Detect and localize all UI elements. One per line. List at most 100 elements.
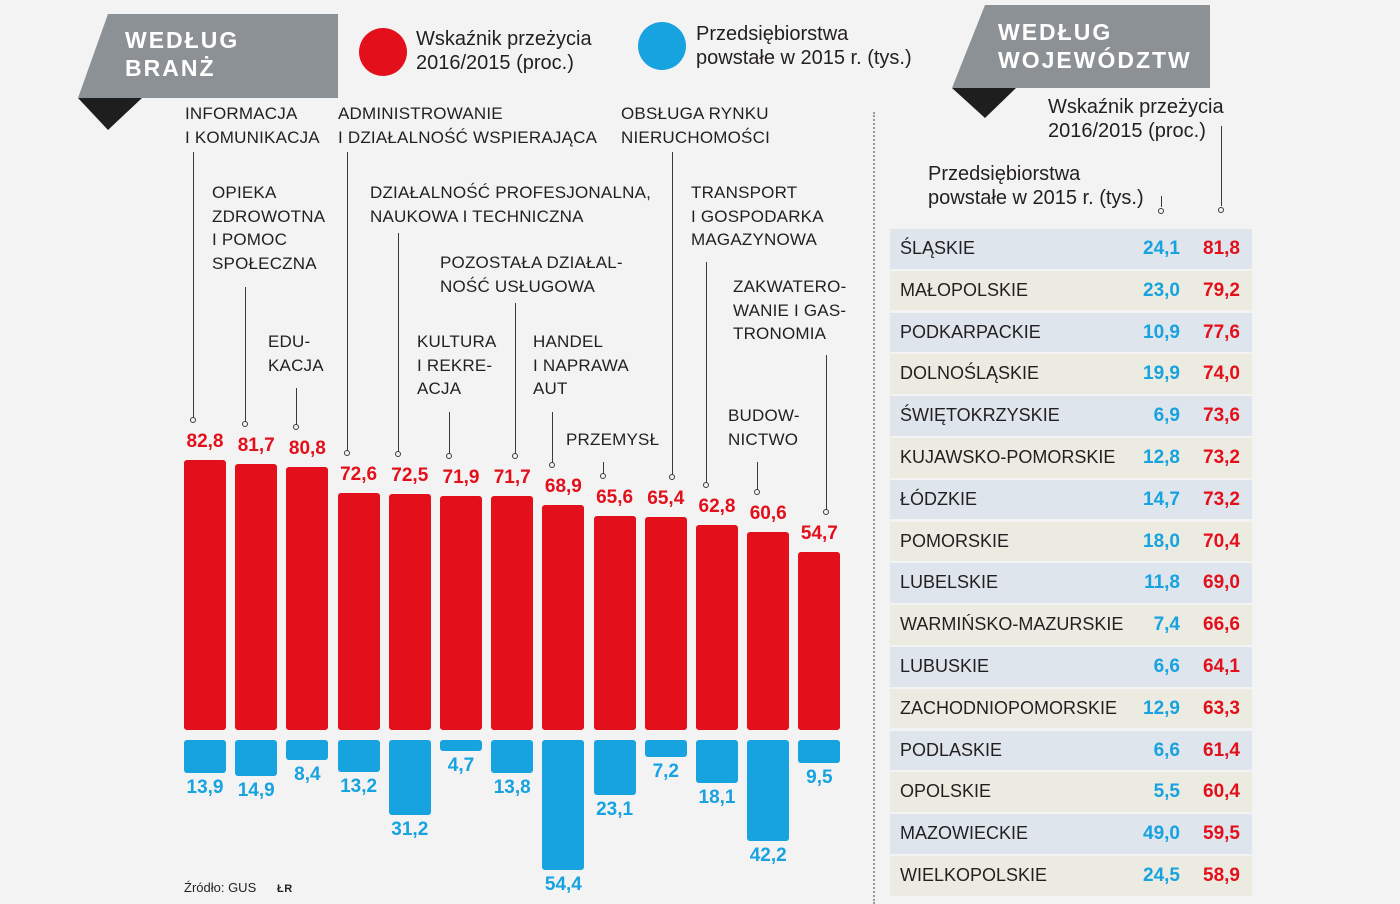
industry-banner-shape [78,14,338,98]
table-row: MAZOWIECKIE 49,0 59,5 [890,814,1252,854]
leader-line [398,233,399,454]
bar-new-firms [542,740,585,871]
region-survival-value: 77,6 [1203,321,1240,343]
leader-dot [823,508,829,515]
region-new-firms-value: 49,0 [1143,823,1180,845]
category-label-line: INFORMACJA [185,104,298,123]
leader-dot [190,417,196,424]
region-name: ŚLĄSKIE [900,238,976,258]
value-label-new-firms: 14,9 [237,779,275,801]
value-label-new-firms: 18,1 [698,787,736,809]
category-label-line: HANDEL [533,332,604,351]
region-new-firms-value: 6,6 [1153,739,1180,761]
category-label-line: NICTWO [728,429,799,449]
value-label-new-firms: 7,2 [652,761,679,783]
bar-survival [184,460,226,730]
bar-survival [440,495,482,730]
bar-survival [337,493,380,730]
category-label: OBSŁUGA RYNKU NIERUCHOMOŚCI [621,102,770,149]
region-name: LUBUSKIE [900,656,990,676]
legend-survival-label: Wskaźnik przeżycia 2016/2015 (proc.) [416,27,592,75]
table-row: LUBELSKIE 11,8 69,0 [890,563,1252,603]
table-row: KUJAWSKO-POMORSKIE 12,8 73,2 [890,438,1252,478]
region-name: OPOLSKIE [900,781,992,802]
region-new-firms-value: 23,0 [1143,279,1180,301]
region-name: WARMIŃSKO-MAZURSKIE [900,614,1124,635]
region-new-firms-value: 5,5 [1153,781,1180,803]
leader-dot [703,482,709,489]
region-new-firms-value: 11,8 [1144,572,1180,594]
value-label-survival: 71,7 [493,467,531,489]
leader-dot [242,420,248,427]
region-survival-value: 59,5 [1203,823,1240,845]
region-name: ZACHODNIOPOMORSKIE [900,697,1118,718]
table-row: OPOLSKIE 5,5 60,4 [890,772,1252,812]
leader-dot [600,473,606,480]
value-label-survival: 60,6 [749,503,787,525]
value-label-new-firms: 8,4 [294,764,321,786]
leader-dot [669,473,675,480]
bar-survival [542,505,585,730]
value-label-new-firms: 9,5 [806,766,833,788]
industry-banner-fold [78,98,142,130]
table-row: ŁÓDZKIE 14,7 73,2 [890,479,1252,520]
leader-line [296,388,297,427]
leader-line [706,262,707,486]
table-row: POMORSKIE 18,0 70,4 [890,521,1252,562]
category-label-line: ZDROWOTNA [212,206,326,226]
region-new-firms-value: 10,9 [1143,321,1180,343]
table-header-new-firms-pointer [1161,196,1162,207]
region-name: PODLASKIE [900,739,1003,760]
legend-new-firms-line: powstałe w 2015 r. (tys.) [696,47,912,69]
category-label-line: ADMINISTROWANIE [338,104,503,123]
table-header-survival-pointer [1221,126,1222,206]
bar-survival [747,532,790,730]
region-new-firms-value: 24,5 [1143,865,1180,886]
category-label-line: TRANSPORT [691,183,798,202]
value-label-survival: 72,5 [391,464,429,486]
category-label-line: SPOŁECZNA [212,253,317,273]
category-label-line: POZOSTAŁA DZIAŁAL- [440,253,623,272]
value-label-survival: 65,6 [596,487,634,509]
category-label-line: NOŚĆ USŁUGOWA [440,276,595,296]
value-label-new-firms: 13,2 [340,775,378,797]
category-label-line: KULTURA [417,332,497,351]
leader-line [757,462,758,493]
bar-survival [491,496,534,730]
bar-survival [286,466,329,730]
region-survival-value: 60,4 [1203,781,1240,803]
region-new-firms-value: 12,9 [1143,697,1180,719]
region-survival-value: 73,2 [1203,488,1240,510]
table-row: PODKARPACKIE 10,9 77,6 [890,312,1252,353]
table-header-new-firms-line: powstałe w 2015 r. (tys.) [928,187,1144,209]
leader-dot [512,453,518,460]
region-name: PODKARPACKIE [900,321,1041,342]
region-survival-value: 63,3 [1203,697,1240,719]
value-label-new-firms: 54,4 [544,874,582,896]
table-header-new-firms-line: Przedsiębiorstwa [928,163,1081,185]
category-label: BUDOW- NICTWO [728,404,800,451]
source-note: Źródło: GUS [184,880,257,895]
industry-banner-title-line: BRANŻ [125,55,216,81]
table-row: WIELKOPOLSKIE 24,5 58,9 [890,856,1252,896]
bar-new-firms [747,740,790,841]
value-label-new-firms: 4,7 [447,755,475,777]
region-survival-value: 73,6 [1203,405,1240,427]
leader-line [603,462,604,477]
category-label: HANDEL I NAPRAWA AUT [533,330,629,401]
region-new-firms-value: 6,9 [1153,405,1180,427]
category-label-line: I POMOC [212,230,288,249]
bar-new-firms [593,740,636,796]
bar-new-firms [644,740,687,758]
leader-line [449,412,450,456]
region-name: MAŁOPOLSKIE [900,279,1029,300]
bar-survival [696,525,738,730]
value-label-new-firms: 31,2 [391,818,429,840]
bar-new-firms [235,740,278,776]
table-header-survival-dot [1218,207,1224,213]
table-row: DOLNOŚLĄSKIE 19,9 74,0 [890,354,1252,394]
region-survival-value: 61,4 [1203,739,1240,761]
region-banner-title: WEDŁUG WOJEWÓDZTW [998,18,1192,74]
